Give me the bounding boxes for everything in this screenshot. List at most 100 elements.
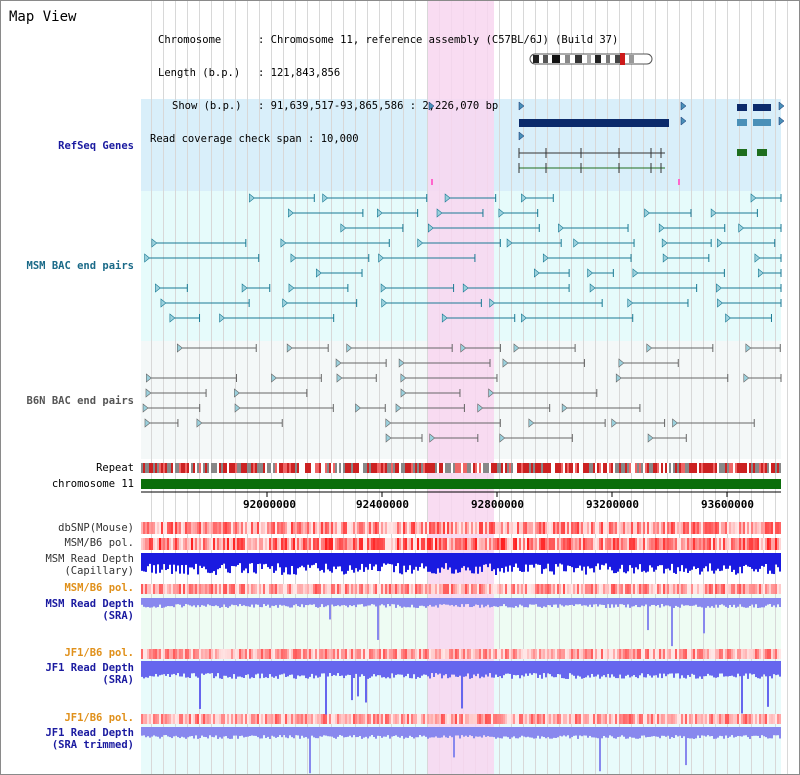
depth-bar	[165, 553, 167, 571]
depth-bar	[753, 727, 755, 736]
pol-cell	[281, 714, 283, 724]
depth-bar	[751, 727, 753, 737]
depth-bar	[231, 661, 233, 679]
depth-bar	[707, 598, 709, 607]
pol-cell	[505, 584, 507, 594]
pol-cell	[363, 714, 365, 724]
highlight-region[interactable]	[428, 1, 494, 774]
pol-cell	[617, 538, 619, 550]
pol-cell	[289, 714, 291, 724]
pol-cell	[401, 522, 403, 534]
msm-bac-end	[436, 208, 443, 218]
depth-bar	[297, 553, 299, 569]
pol-cell	[247, 714, 249, 724]
depth-bar	[377, 553, 379, 572]
pol-cell	[377, 714, 379, 724]
depth-bar	[519, 553, 521, 571]
pol-cell	[687, 584, 689, 594]
repeat-bar	[483, 463, 485, 473]
pol-cell	[441, 538, 443, 550]
depth-bar	[407, 661, 409, 674]
depth-bar	[717, 661, 719, 678]
depth-bar	[475, 598, 477, 605]
pol-cell	[323, 584, 325, 594]
depth-bar	[645, 553, 647, 573]
depth-bar	[709, 661, 711, 676]
depth-bar	[249, 598, 251, 607]
pol-cell	[415, 522, 417, 534]
pol-cell	[623, 538, 625, 550]
repeat-bar	[221, 463, 223, 473]
pol-cell	[683, 538, 685, 550]
pol-cell	[141, 714, 143, 724]
depth-bar	[621, 661, 623, 679]
depth-bar	[309, 553, 311, 568]
pol-cell	[357, 538, 359, 550]
depth-bar	[587, 727, 589, 738]
pol-cell	[611, 649, 613, 659]
depth-bar	[665, 553, 667, 569]
depth-bar	[723, 553, 725, 566]
pol-cell	[693, 649, 695, 659]
depth-bar	[347, 598, 349, 608]
depth-bar	[301, 661, 303, 676]
repeat-bar	[369, 463, 371, 473]
pol-cell	[189, 649, 191, 659]
depth-bar	[615, 553, 617, 574]
msm-bac-label[interactable]: MSM BAC end pairs	[26, 260, 134, 272]
pol-cell	[721, 538, 723, 550]
refseq-genes-label[interactable]: RefSeq Genes	[58, 140, 134, 152]
depth-bar	[573, 553, 575, 573]
pol-cell	[223, 522, 225, 534]
pol-cell	[525, 538, 527, 550]
depth-bar	[477, 553, 479, 574]
grid-line	[715, 1, 716, 774]
b6n-bac-label[interactable]: B6N BAC end pairs	[26, 395, 134, 407]
pol-cell	[589, 522, 591, 534]
pol-cell	[197, 649, 199, 659]
pol-cell	[717, 584, 719, 594]
repeat-bar	[363, 463, 365, 473]
depth-bar	[597, 553, 599, 564]
depth-bar	[541, 727, 543, 737]
depth-bar	[273, 661, 275, 678]
pol-cell	[529, 584, 531, 594]
pol-cell	[267, 522, 269, 534]
pol-cell	[627, 714, 629, 724]
chromosome-ideogram[interactable]	[529, 53, 653, 65]
depth-bar	[159, 598, 161, 605]
depth-bar	[469, 553, 471, 571]
pol-cell	[757, 522, 759, 534]
pol-cell	[673, 522, 675, 534]
depth-bar	[415, 553, 417, 567]
depth-bar	[395, 598, 397, 608]
depth-bar	[577, 661, 579, 676]
msm-bac-end	[381, 298, 388, 308]
depth-bar	[369, 553, 371, 564]
depth-bar	[671, 661, 673, 674]
depth-bar	[453, 598, 455, 607]
b6n-bac-end	[618, 358, 625, 368]
depth-bar	[755, 598, 757, 605]
depth-bar	[191, 727, 193, 736]
pol-cell	[219, 538, 221, 550]
depth-bar	[143, 727, 145, 736]
repeat-bar	[599, 463, 601, 473]
pol-cell	[579, 522, 581, 534]
depth-bar	[533, 661, 535, 674]
pol-cell	[201, 584, 203, 594]
depth-bar	[221, 598, 223, 608]
pol-cell	[313, 522, 315, 534]
strand-marker	[518, 131, 525, 141]
repeat-bar	[593, 463, 595, 473]
depth-bar	[675, 661, 677, 674]
pol-cell	[163, 584, 165, 594]
depth-bar	[777, 598, 779, 605]
depth-bar	[695, 553, 697, 570]
depth-bar	[701, 598, 703, 608]
pol-cell	[193, 714, 195, 724]
pol-cell	[643, 584, 645, 594]
depth-bar	[379, 727, 381, 737]
pol-cell	[363, 538, 365, 550]
